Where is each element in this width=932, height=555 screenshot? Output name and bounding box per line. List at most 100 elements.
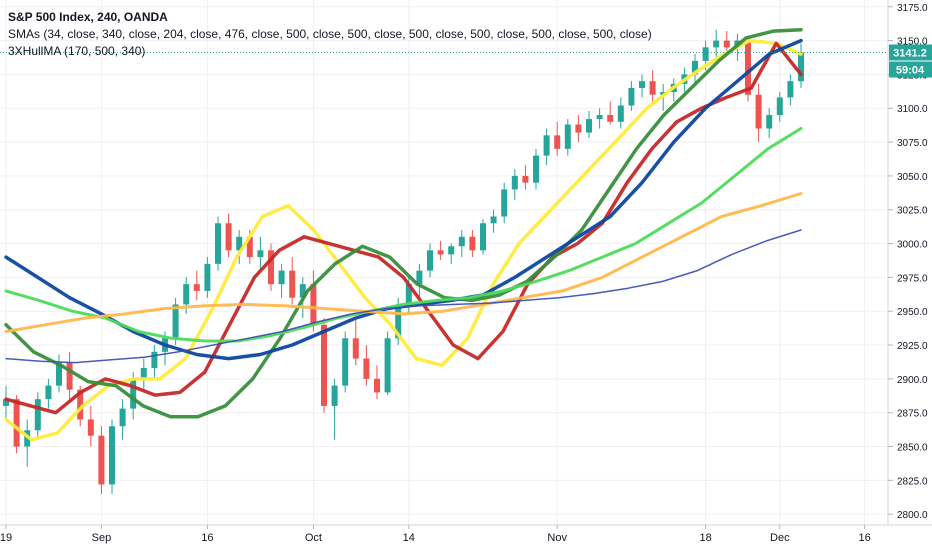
legend-entry-smas[interactable]: SMAs (34, close, 340, close, 204, close,…	[8, 27, 652, 41]
y-tick-label: 3025.0	[897, 206, 928, 217]
candle	[692, 54, 698, 84]
candle	[787, 74, 794, 106]
y-tick-label: 3175.0	[897, 3, 928, 14]
y-tick-label: 2975.0	[897, 273, 928, 284]
candle-body	[533, 155, 539, 183]
legend-entry-hullma[interactable]: 3XHullMA (170, 500, 340)	[8, 44, 146, 58]
candle-body	[437, 250, 444, 255]
candle-body	[34, 399, 41, 431]
candle	[3, 385, 9, 420]
candle	[109, 419, 115, 494]
candle-body	[755, 94, 762, 129]
candle-body	[766, 115, 773, 129]
candle-body	[310, 284, 317, 325]
candle	[352, 317, 359, 366]
candle-body	[639, 81, 645, 88]
candle	[469, 230, 476, 258]
candle-body	[140, 368, 147, 379]
candle	[448, 243, 455, 264]
candle	[533, 148, 539, 190]
candle-body	[119, 408, 126, 427]
candle-body	[427, 250, 433, 271]
candle	[458, 230, 465, 258]
candle-body	[501, 189, 508, 217]
y-tick-label: 2825.0	[897, 476, 928, 487]
candle	[257, 236, 264, 271]
candle	[13, 395, 20, 454]
candle-body	[522, 175, 529, 183]
candle	[278, 263, 285, 298]
candle-body	[596, 115, 603, 120]
candle	[331, 378, 338, 440]
candle-body	[448, 246, 455, 255]
candle	[480, 219, 486, 255]
candle-body	[204, 263, 211, 291]
candle-body	[66, 362, 73, 390]
candle-body	[257, 250, 264, 258]
candle	[87, 405, 94, 447]
candle-body	[87, 419, 94, 436]
series-line	[4, 38, 803, 442]
grid-layer	[0, 0, 888, 525]
candle	[649, 70, 656, 102]
series-line	[4, 28, 803, 419]
last-price-label: 3141.2	[893, 48, 927, 60]
candle-body	[702, 47, 709, 61]
candle	[723, 31, 730, 55]
candle	[490, 209, 497, 233]
x-tick-label: Nov	[547, 532, 567, 544]
candle-body	[713, 40, 720, 48]
candle	[66, 351, 73, 400]
candle-body	[416, 270, 423, 285]
candle	[193, 270, 200, 301]
candle-body	[617, 105, 624, 122]
candle	[225, 213, 232, 258]
candle-body	[268, 250, 274, 285]
y-tick-label: 3075.0	[897, 138, 928, 149]
candle-body	[331, 385, 338, 406]
candle	[342, 331, 349, 393]
candle-body	[215, 223, 221, 264]
candle-body	[246, 236, 253, 258]
candle-body	[554, 135, 561, 149]
x-tick-label: 16	[858, 532, 870, 544]
candle	[310, 270, 317, 332]
candle-body	[374, 378, 380, 393]
candle	[384, 331, 391, 396]
candle-body	[352, 338, 359, 359]
candle	[639, 74, 645, 98]
y-tick-label: 2800.0	[897, 510, 928, 521]
candle-body	[575, 124, 582, 133]
candle	[321, 317, 327, 413]
candle-body	[511, 175, 518, 190]
y-tick-label: 2900.0	[897, 375, 928, 386]
candle	[289, 257, 296, 305]
candle-body	[3, 399, 9, 406]
series-line	[4, 127, 803, 343]
candle-body	[109, 426, 115, 485]
candle	[798, 43, 804, 88]
candle-body	[405, 284, 412, 305]
countdown-badge	[889, 61, 932, 78]
candle-body	[628, 87, 635, 106]
candle	[56, 354, 62, 393]
candle	[501, 182, 508, 224]
candle-body	[607, 115, 614, 122]
candle-body	[723, 40, 730, 48]
candle	[755, 83, 762, 143]
price-axis[interactable]: 2800.0 2825.0 2850.0 2875.0 2900.0 2925.0 2950…	[888, 3, 928, 521]
candle-body	[225, 223, 232, 251]
series-line	[5, 229, 802, 364]
candle-body	[798, 52, 804, 82]
candle	[24, 419, 31, 467]
time-axis[interactable]: 19 Sep 16 Oct 14 Nov 18 Dec 16	[0, 525, 871, 544]
candle	[215, 216, 221, 271]
candle-body	[151, 351, 158, 369]
candle	[374, 365, 380, 400]
candle	[522, 165, 529, 190]
candle-body	[586, 119, 592, 133]
candle	[776, 92, 783, 122]
candle-body	[490, 216, 497, 224]
y-tick-label: 2850.0	[897, 443, 928, 454]
